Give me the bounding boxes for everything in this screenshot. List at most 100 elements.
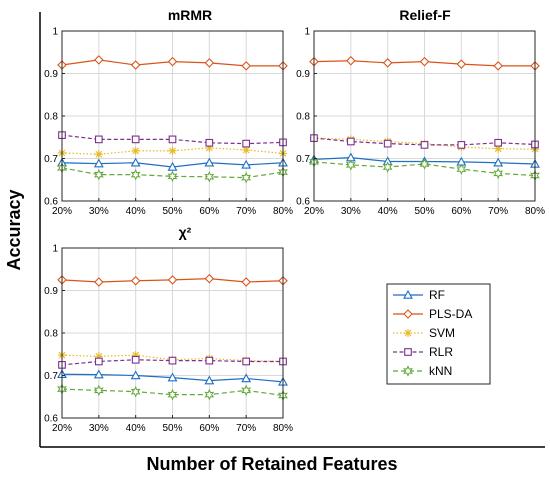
legend-marker-rf <box>403 289 413 299</box>
panel-title: χ² <box>179 224 192 240</box>
x-tick-label: 40% <box>126 206 146 217</box>
data-point-svm <box>131 351 140 360</box>
y-tick-label: 0.7 <box>296 154 310 165</box>
data-point-pls-da <box>167 275 178 285</box>
data-point-rf <box>130 157 141 167</box>
y-tick-label: 0.6 <box>296 197 310 208</box>
data-point-rlr <box>168 135 177 144</box>
y-tick-label: 1 <box>52 27 58 38</box>
data-point-svm <box>494 144 503 153</box>
y-tick-label: 0.8 <box>44 329 58 340</box>
data-point-rlr <box>494 138 503 147</box>
data-point-pls-da <box>456 59 467 69</box>
x-tick-label: 80% <box>273 423 293 434</box>
data-point-svm <box>168 146 177 155</box>
y-tick-label: 0.8 <box>296 112 310 123</box>
data-point-rf <box>204 375 215 385</box>
legend-label-rf: RF <box>429 288 445 302</box>
data-point-pls-da <box>130 60 141 70</box>
data-point-knn <box>382 161 393 173</box>
data-point-knn <box>93 168 104 181</box>
x-tick-label: 30% <box>341 206 361 217</box>
data-point-pls-da <box>419 56 430 67</box>
panel-title: Relief-F <box>399 7 451 23</box>
data-point-rf <box>167 161 178 171</box>
data-point-pls-da <box>204 273 215 284</box>
y-tick-label: 0.7 <box>44 154 58 165</box>
data-point-rlr <box>242 139 251 148</box>
x-tick-label: 30% <box>89 206 109 217</box>
y-tick-label: 1 <box>52 244 58 255</box>
data-point-pls-da <box>167 56 178 67</box>
data-point-pls-da <box>94 277 104 287</box>
legend-label-knn: kNN <box>429 364 452 378</box>
data-point-rlr <box>242 357 251 366</box>
panel-1: 20% 30% 40% 50% 60% 70% 80% 0.6 0.7 0.8 0.9 1 mRMR <box>44 7 293 217</box>
data-point-knn <box>130 168 141 181</box>
data-point-knn <box>493 167 504 180</box>
panel-3: 20% 30% 40% 50% 60% 70% 80% 0.6 0.7 0.8 0.9 1 χ² <box>44 224 293 434</box>
data-point-svm <box>242 146 251 154</box>
figure-ylabel: Accuracy <box>4 189 24 270</box>
legend-marker-knn <box>403 365 413 377</box>
y-tick-label: 1 <box>304 27 310 38</box>
data-point-rlr <box>457 141 466 149</box>
data-point-rf <box>130 370 141 380</box>
data-point-pls-da <box>130 275 141 286</box>
y-tick-label: 0.9 <box>296 69 310 80</box>
y-tick-label: 0.6 <box>44 414 58 425</box>
data-point-pls-da <box>241 61 251 71</box>
data-point-svm <box>94 150 103 159</box>
data-point-knn <box>241 384 252 397</box>
x-tick-label: 60% <box>451 206 471 217</box>
data-point-pls-da <box>346 55 356 66</box>
legend: RF PLS-DA SVM RLR kNN <box>386 283 491 385</box>
data-point-knn <box>241 171 252 184</box>
data-point-rlr <box>205 356 214 365</box>
data-point-knn <box>167 170 178 183</box>
data-point-pls-da <box>204 58 215 68</box>
data-point-rf <box>93 369 104 379</box>
figure-xlabel: Number of Retained Features <box>146 454 397 474</box>
data-point-rlr <box>346 137 355 146</box>
legend-marker-pls-da <box>403 309 413 319</box>
x-tick-label: 50% <box>162 206 182 217</box>
data-point-pls-da <box>382 58 393 68</box>
data-point-knn <box>204 171 215 183</box>
data-point-knn <box>167 388 178 401</box>
x-tick-label: 40% <box>378 206 398 217</box>
data-point-svm <box>131 146 140 155</box>
x-tick-label: 50% <box>414 206 434 217</box>
data-point-knn <box>93 384 104 397</box>
data-point-rlr <box>131 355 140 364</box>
data-point-knn <box>130 385 141 398</box>
data-point-pls-da <box>241 277 251 287</box>
data-point-pls-da <box>493 61 503 71</box>
data-point-rlr <box>205 138 214 147</box>
data-point-rlr <box>168 356 177 365</box>
x-tick-label: 50% <box>162 423 182 434</box>
legend-marker-svm <box>404 329 412 337</box>
y-tick-label: 0.7 <box>44 371 58 382</box>
data-point-rlr <box>383 139 392 148</box>
x-tick-label: 70% <box>488 206 508 217</box>
x-tick-label: 40% <box>126 423 146 434</box>
data-point-rlr <box>94 135 103 144</box>
legend-label-rlr: RLR <box>429 345 453 359</box>
x-tick-label: 80% <box>273 206 293 217</box>
data-point-rlr <box>420 141 429 149</box>
x-tick-label: 20% <box>52 206 72 217</box>
data-point-pls-da <box>94 55 104 65</box>
data-point-svm <box>94 352 103 361</box>
data-point-rf <box>493 157 504 167</box>
panel-title: mRMR <box>168 7 212 23</box>
x-tick-label: 60% <box>199 206 219 217</box>
data-point-rf <box>241 159 252 169</box>
legend-label-pls-da: PLS-DA <box>429 307 472 321</box>
x-tick-label: 70% <box>236 423 256 434</box>
x-tick-label: 20% <box>52 423 72 434</box>
data-point-knn <box>204 388 215 401</box>
legend-marker-rlr <box>404 348 412 356</box>
data-point-rf <box>167 372 178 382</box>
